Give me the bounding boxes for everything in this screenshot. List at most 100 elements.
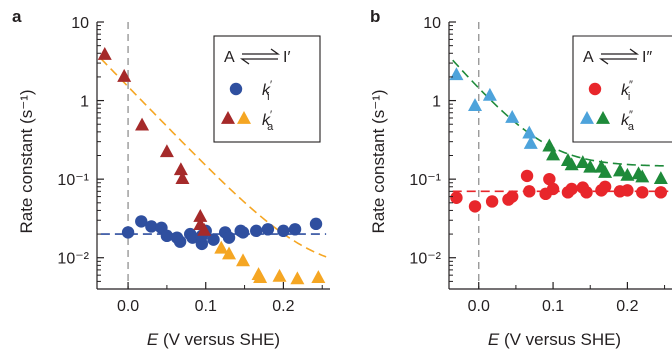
data-point — [160, 229, 174, 243]
data-point — [222, 246, 237, 260]
x-tick-label: 0.0 — [117, 298, 139, 315]
data-point — [197, 222, 212, 236]
legend-title: A — [583, 49, 594, 66]
data-point — [261, 223, 275, 236]
y-tick-label: 10 — [423, 15, 441, 32]
x-tick-label: 0.1 — [542, 298, 564, 315]
data-point — [583, 159, 598, 173]
data-point — [449, 67, 464, 81]
data-point — [612, 163, 627, 177]
data-point — [236, 226, 250, 239]
legend-marker — [229, 82, 243, 96]
data-point — [222, 231, 236, 244]
data-point — [620, 167, 635, 181]
data-point — [621, 184, 634, 197]
fit-curve-2 — [452, 59, 669, 167]
y-tick-label: 1 — [432, 94, 441, 111]
reverse-arrow-icon — [598, 58, 637, 65]
data-point — [277, 224, 290, 238]
data-point — [565, 182, 578, 196]
data-point — [288, 223, 302, 236]
data-point — [598, 180, 612, 193]
legend-label: k″ a — [621, 109, 635, 133]
data-point — [482, 87, 497, 101]
legend-label: k′ i — [262, 79, 272, 103]
data-point — [635, 169, 650, 183]
panel-label: b — [370, 7, 380, 26]
data-point — [543, 172, 556, 186]
y-tick-label: 10⁻¹ — [409, 172, 441, 189]
legend-marker — [237, 111, 251, 124]
data-point — [272, 268, 287, 282]
data-point — [207, 233, 220, 246]
data-point — [468, 200, 482, 213]
data-point — [546, 147, 561, 161]
reverse-arrow-icon — [239, 58, 278, 65]
data-point — [175, 171, 190, 185]
data-point — [522, 125, 537, 139]
y-tick-label: 1 — [80, 94, 89, 111]
data-point — [546, 182, 560, 196]
data-point — [214, 240, 229, 254]
x-tick-label: 0.0 — [468, 298, 490, 315]
data-point — [117, 68, 132, 82]
data-point — [311, 270, 326, 284]
data-point — [97, 47, 112, 60]
data-point — [145, 220, 158, 233]
data-point — [135, 117, 150, 131]
data-point — [121, 226, 135, 239]
data-point — [173, 162, 188, 176]
data-point — [159, 144, 174, 158]
data-point — [564, 157, 579, 171]
legend: A I′ k′ i k′ a — [213, 35, 321, 143]
data-point — [193, 209, 208, 222]
legend-title-product: I″ — [642, 49, 652, 66]
panel-a: 10⁻² 10⁻¹ 1 10 0.0 0.1 0.2 E (V versus SHE) Rate… — [12, 7, 330, 349]
data-point — [135, 215, 148, 228]
legend-marker — [588, 82, 602, 96]
data-point — [520, 169, 534, 183]
panel-label: a — [12, 7, 22, 26]
x-tick-label: 0.2 — [272, 298, 294, 315]
data-point — [580, 186, 593, 199]
x-axis-title: E (V versus SHE) — [147, 330, 280, 349]
x-tick-label: 0.1 — [195, 298, 217, 315]
data-point — [654, 186, 668, 199]
legend-marker — [221, 111, 235, 124]
data-point — [173, 235, 187, 248]
data-point — [653, 171, 668, 185]
x-tick-label: 0.2 — [616, 298, 638, 315]
data-point — [636, 186, 649, 199]
data-point — [485, 195, 499, 208]
y-tick-label: 10⁻² — [57, 251, 89, 268]
forward-arrow-icon — [242, 48, 281, 55]
fit-curve-2 — [100, 58, 327, 258]
data-point — [542, 138, 557, 152]
legend: A I″ k″ i k″ a — [572, 35, 672, 143]
data-point — [523, 136, 538, 149]
y-tick-label: 10⁻¹ — [57, 172, 89, 189]
data-point — [505, 110, 520, 123]
data-point — [309, 217, 323, 231]
data-point — [186, 231, 199, 244]
legend-label: k″ i — [621, 79, 633, 103]
legend-title-product: I′ — [283, 49, 290, 66]
legend-title: A — [224, 49, 235, 66]
data-point — [236, 253, 251, 267]
data-point — [523, 185, 536, 198]
x-axis-title: E (V versus SHE) — [488, 330, 621, 349]
legend-marker — [580, 111, 594, 124]
y-tick-label: 10⁻² — [409, 251, 441, 268]
data-point — [468, 98, 483, 112]
data-point — [450, 191, 463, 204]
legend-label: k′ a — [262, 109, 274, 133]
panel-b: 10⁻² 10⁻¹ 1 10 0.0 0.1 0.2 E (V versus SHE) Rate… — [369, 7, 672, 349]
data-point — [575, 155, 590, 169]
y-axis-title: Rate constant (s⁻¹) — [369, 89, 388, 233]
data-point — [290, 271, 305, 285]
legend-marker — [596, 111, 610, 124]
data-point — [250, 224, 263, 238]
data-point — [505, 190, 519, 203]
data-point — [253, 270, 268, 284]
